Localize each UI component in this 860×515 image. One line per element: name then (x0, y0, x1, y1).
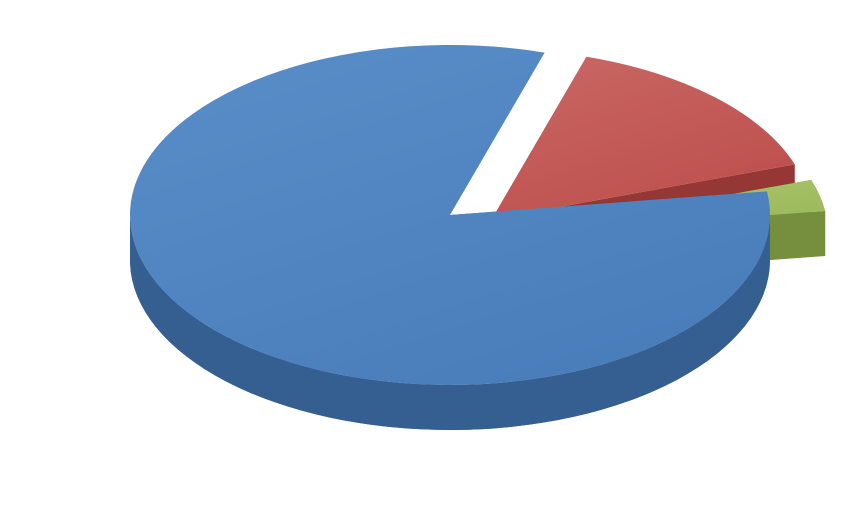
pie-chart-3d (0, 0, 860, 515)
